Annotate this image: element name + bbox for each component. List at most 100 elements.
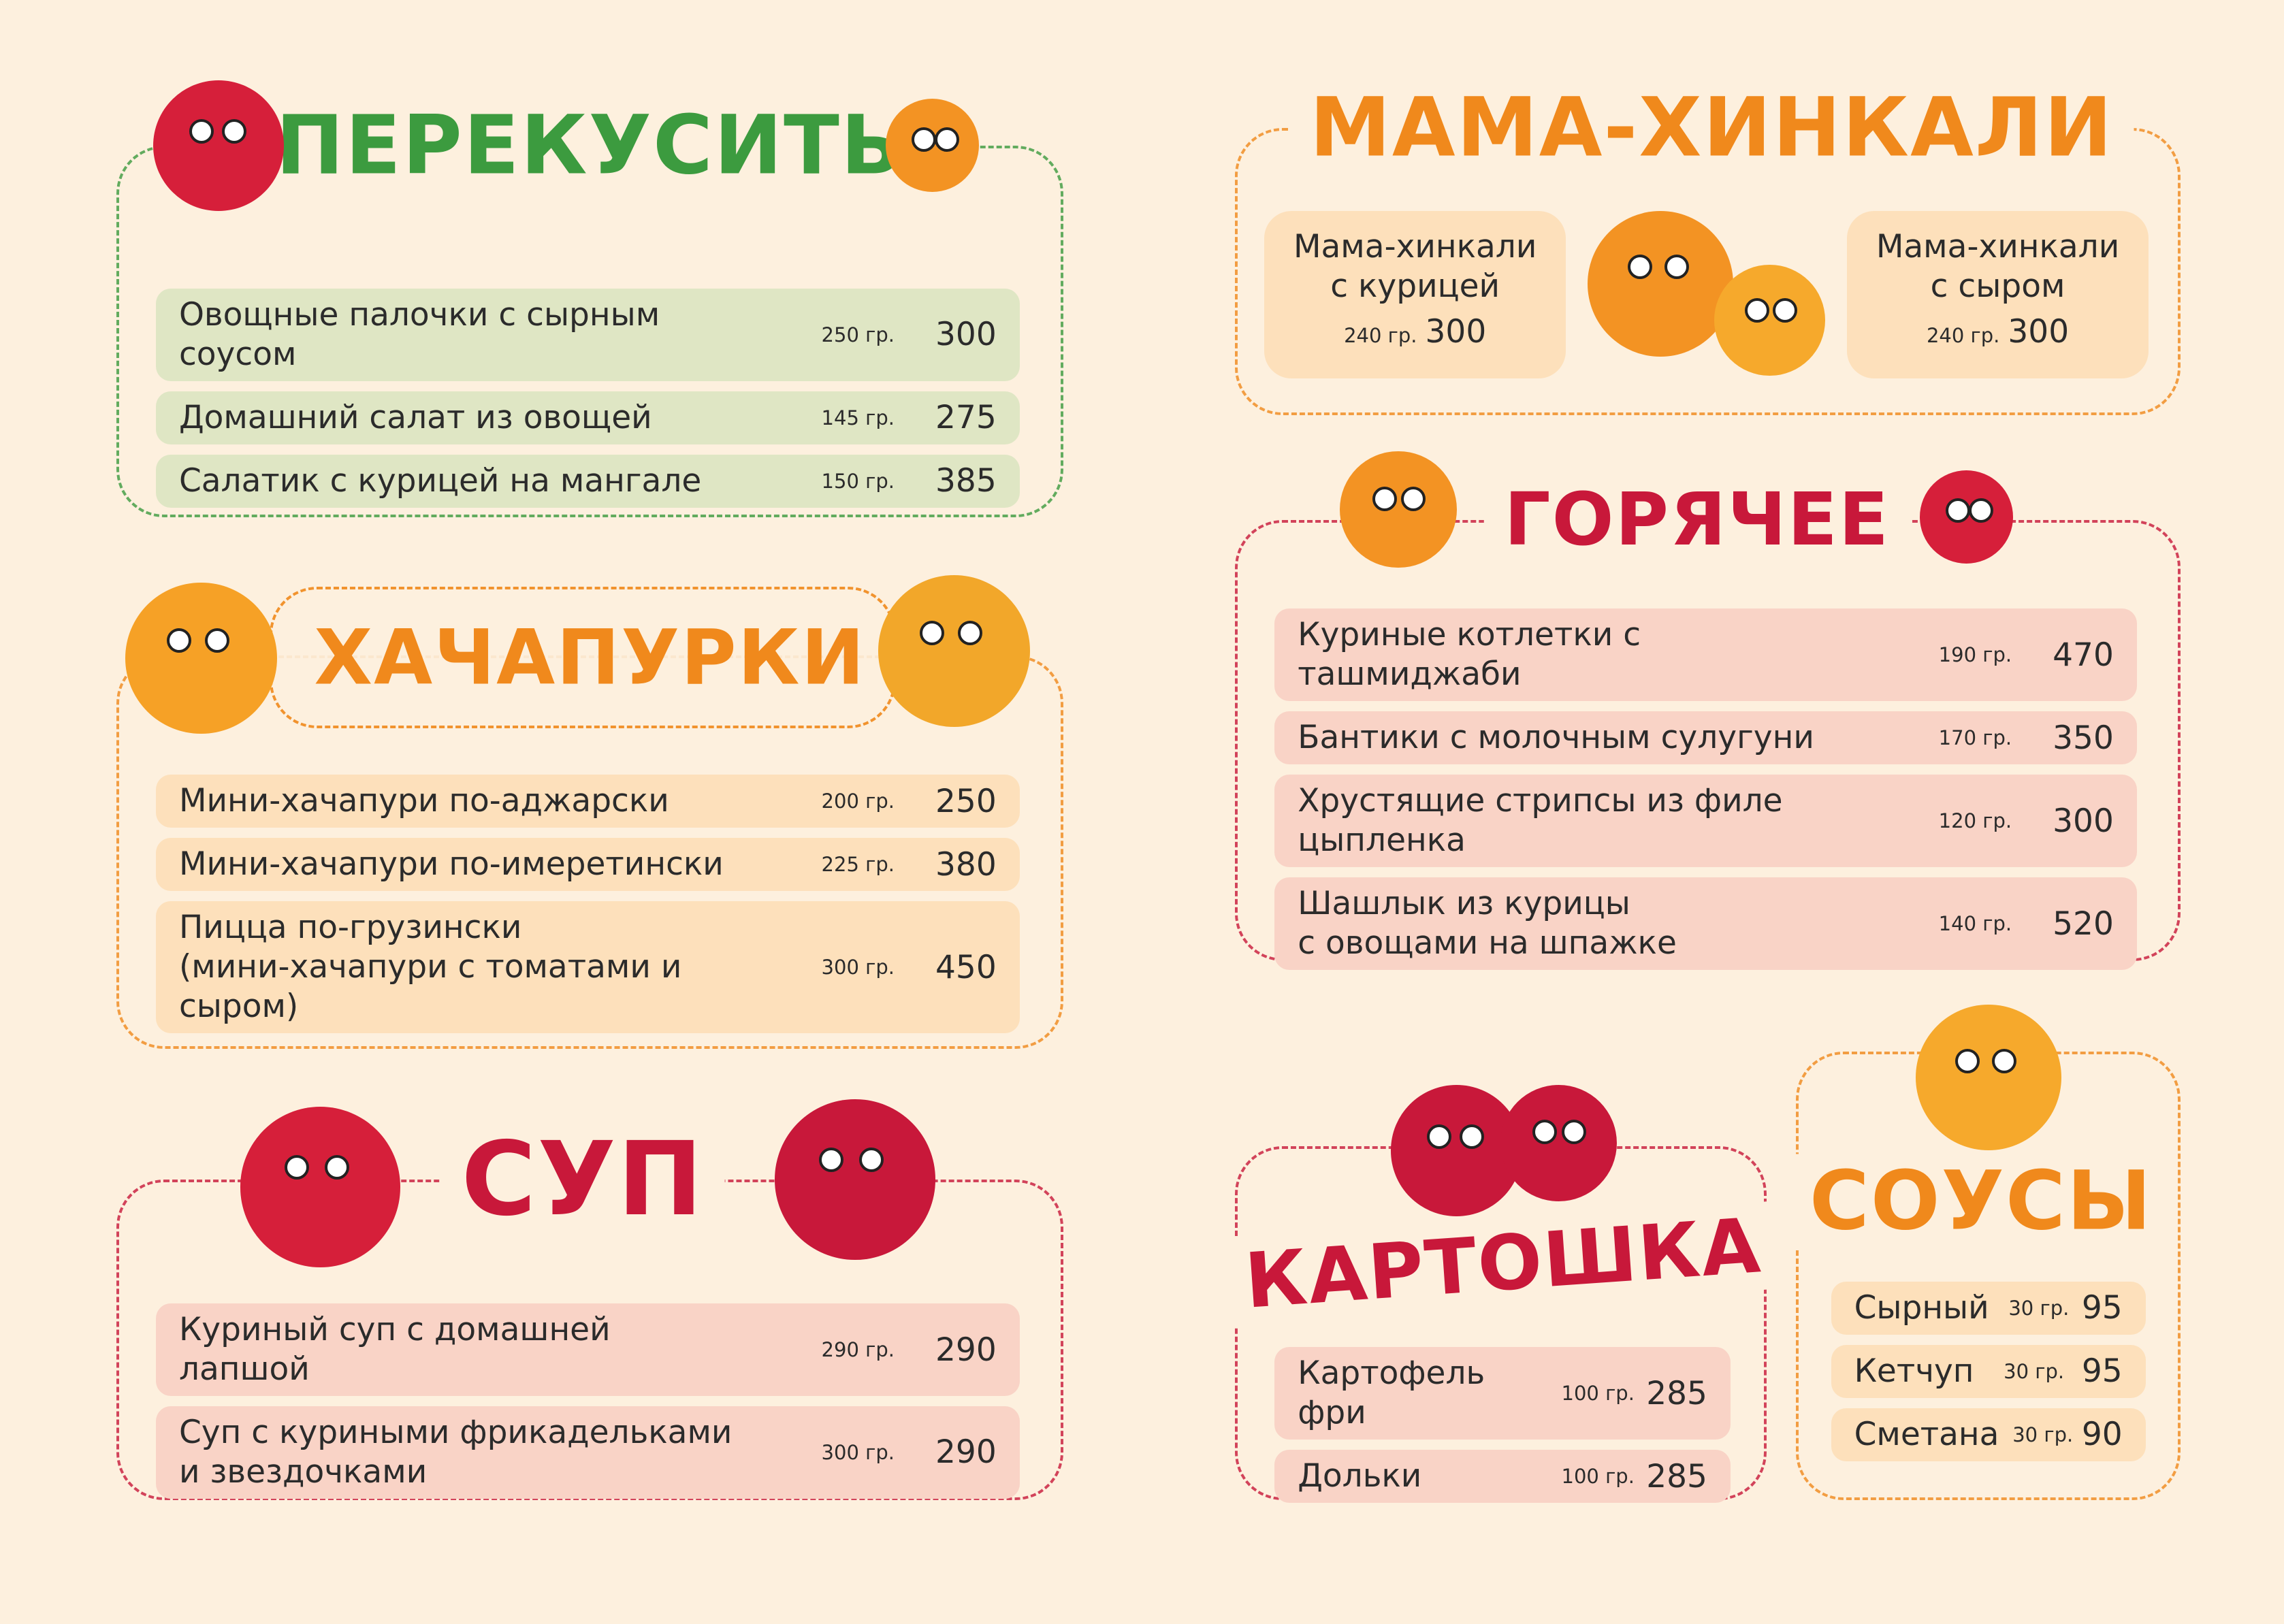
item-weight: 200 гр. (821, 790, 895, 813)
menu-row: Хрустящие стрипсы из филе цыпленка 120 гр… (1274, 775, 2137, 868)
item-price: 290 (935, 1331, 997, 1369)
item-price: 285 (1646, 1374, 1707, 1412)
character-eye (1745, 298, 1770, 323)
item-weight: 300 гр. (821, 956, 895, 979)
menu-row: Шашлык из курицы с овощами на шпажке 140 … (1274, 877, 2137, 971)
item-weight: 290 гр. (821, 1338, 895, 1361)
character-illustration (125, 582, 277, 734)
item-name: Суп с куриными фрикадельками и звездочка… (178, 1413, 733, 1491)
section-title: СУП (440, 1120, 725, 1239)
item-weight: 250 гр. (821, 323, 895, 346)
character-illustration (1340, 451, 1457, 568)
character-illustration (152, 80, 285, 212)
character-illustration (1920, 470, 2014, 564)
character-eye (1401, 486, 1426, 511)
item-name: Сметана (1854, 1415, 1999, 1453)
character-eye (324, 1154, 349, 1180)
menu-row: Картофель фри 100 гр. 285 (1274, 1347, 1731, 1440)
item-price: 300 (2008, 313, 2070, 351)
item-name: Салатик с курицей на мангале (178, 461, 702, 500)
menu-row: Сырный 30 гр. 95 (1831, 1281, 2146, 1335)
character-eye (858, 1148, 884, 1173)
character-eye (167, 628, 192, 653)
character-eye (920, 620, 945, 645)
menu-row: Салатик с курицей на мангале 150 гр. 385 (155, 454, 1020, 508)
character-eye (911, 127, 936, 152)
menu-row: Сметана 30 гр. 90 (1831, 1408, 2146, 1461)
item-weight: 30 гр. (2008, 1296, 2070, 1320)
item-price: 450 (935, 948, 997, 986)
character-illustration (885, 99, 979, 193)
item-price: 300 (1425, 313, 1487, 351)
menu-row: Куриный суп с домашней лапшой 290 гр. 290 (155, 1303, 1020, 1396)
item-name: Овощные палочки с сырным соусом (178, 295, 660, 373)
character-eye (819, 1148, 844, 1173)
menu-card: Мама-хинкали с курицей 240 гр. 300 (1264, 211, 1566, 379)
item-price: 385 (935, 462, 997, 500)
item-price: 350 (2053, 719, 2114, 757)
item-weight: 100 гр. (1561, 1382, 1635, 1406)
item-name: Сырный (1854, 1288, 1989, 1327)
item-name: Хрустящие стрипсы из филе цыпленка (1298, 782, 1783, 860)
item-weight: 225 гр. (821, 853, 895, 877)
character-eye (934, 127, 959, 152)
item-name: Пицца по-грузински (мини-хачапури с тома… (178, 909, 682, 1026)
item-name: Бантики с молочным сулугуни (1298, 719, 1814, 757)
item-weight: 240 гр. (1344, 324, 1417, 348)
price-line: 240 гр. 300 (1264, 313, 1566, 351)
menu-card: Мама-хинкали с сыром 240 гр. 300 (1847, 211, 2149, 379)
menu-row: Пицца по-грузински (мини-хачапури с тома… (155, 901, 1020, 1034)
character-illustration (1714, 265, 1825, 376)
item-price: 520 (2053, 905, 2114, 943)
item-price: 285 (1646, 1457, 1707, 1495)
character-eye (1664, 255, 1689, 280)
character-eye (1991, 1048, 2016, 1073)
item-weight: 300 гр. (821, 1440, 895, 1464)
item-weight: 170 гр. (1938, 726, 2012, 750)
item-price: 90 (2081, 1416, 2123, 1454)
item-price: 95 (2081, 1352, 2123, 1391)
item-name: Мама-хинкали с курицей (1293, 228, 1537, 306)
item-weight: 30 гр. (2004, 1359, 2065, 1383)
title-pill (269, 587, 896, 728)
item-price: 250 (935, 782, 997, 820)
menu-row: Мини-хачапури по-имеретински 225 гр. 380 (155, 838, 1020, 892)
item-weight: 100 гр. (1561, 1465, 1635, 1489)
menu-row: Бантики с молочным сулугуни 170 гр. 350 (1274, 711, 2137, 765)
character-eye (1968, 498, 1993, 523)
item-price: 300 (935, 316, 997, 354)
item-weight: 30 гр. (2012, 1423, 2074, 1446)
character-eye (958, 620, 983, 645)
section-title: ХАЧАПУРКИ (314, 614, 866, 702)
character-eye (189, 119, 214, 144)
section-title: МАМА-ХИНКАЛИ (1289, 80, 2134, 176)
character-eye (1955, 1048, 1980, 1073)
item-name: Куриный суп с домашней лапшой (178, 1311, 611, 1388)
item-weight: 145 гр. (821, 406, 895, 429)
item-name: Кетчуп (1854, 1352, 1974, 1390)
character-illustration (878, 575, 1030, 727)
character-eye (221, 119, 246, 144)
character-illustration (240, 1107, 401, 1267)
menu-row: Кетчуп 30 гр. 95 (1831, 1344, 2146, 1398)
item-price: 95 (2081, 1289, 2123, 1327)
item-name: Куриные котлетки с ташмиджаби (1298, 616, 1641, 694)
character-eye (1372, 486, 1397, 511)
item-weight: 240 гр. (1926, 324, 2000, 348)
menu-row: Дольки 100 гр. 285 (1274, 1450, 1731, 1504)
section-title: ГОРЯЧЕЕ (1483, 477, 1910, 562)
item-price: 290 (935, 1433, 997, 1472)
menu-row: Овощные палочки с сырным соусом 250 гр. 30… (155, 288, 1020, 381)
character-eye (284, 1154, 309, 1180)
character-eye (1628, 255, 1653, 280)
character-illustration (775, 1099, 935, 1260)
menu-row: Домашний салат из овощей 145 гр. 275 (155, 391, 1020, 444)
item-price: 300 (2053, 802, 2114, 840)
character-illustration (1500, 1085, 1618, 1202)
item-weight: 140 гр. (1938, 912, 2012, 936)
character-eye (1427, 1124, 1452, 1149)
character-eye (204, 628, 229, 653)
item-price: 275 (935, 399, 997, 437)
item-price: 380 (935, 845, 997, 883)
